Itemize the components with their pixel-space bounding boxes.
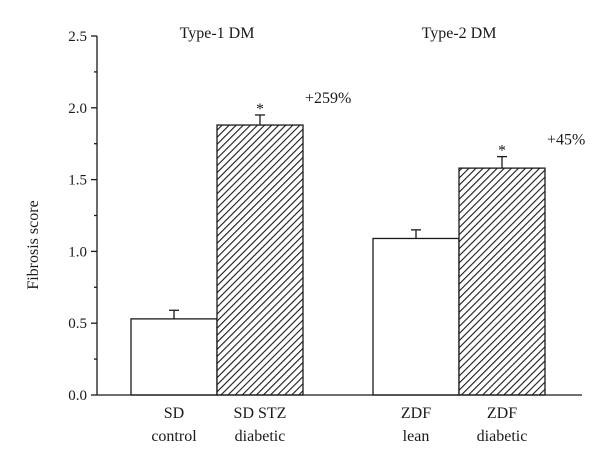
category-labels: SD control SD STZ diabetic ZDF lean ZDF diabeti…	[151, 25, 527, 445]
percent-change-label: +45%	[547, 132, 585, 149]
bar	[216, 124, 304, 396]
group-label: Type-1 DM	[180, 25, 255, 42]
y-tick-label: 2.0	[68, 101, 87, 117]
category-label-line1: SD STZ	[234, 405, 287, 422]
category-label-line2: diabetic	[477, 428, 528, 445]
significance-star: *	[498, 143, 506, 160]
percent-change-label: +259%	[305, 90, 351, 107]
category-label-line2: diabetic	[235, 428, 286, 445]
y-axis-label: Fibrosis score	[25, 200, 42, 289]
y-ticks: 0.0 0.5 1.0 1.5 2.0 2.5	[68, 29, 97, 404]
y-tick-label: 2.5	[68, 29, 87, 45]
group-label: Type-2 DM	[422, 25, 497, 42]
bar	[372, 237, 460, 396]
y-tick-label: 1.0	[68, 244, 87, 260]
bar	[130, 318, 218, 396]
category-label-line1: ZDF	[401, 405, 431, 422]
category-label-line2: lean	[403, 428, 430, 445]
y-tick-label: 1.5	[68, 173, 87, 189]
category-label-line2: control	[151, 428, 197, 445]
y-tick-label: 0.0	[68, 388, 87, 404]
significance-star: *	[256, 101, 264, 118]
y-tick-label: 0.5	[68, 316, 87, 332]
category-label-line1: ZDF	[487, 405, 517, 422]
bars-layer: * +259% * +45%	[130, 90, 585, 396]
bar	[458, 167, 546, 396]
category-label-line1: SD	[164, 405, 184, 422]
